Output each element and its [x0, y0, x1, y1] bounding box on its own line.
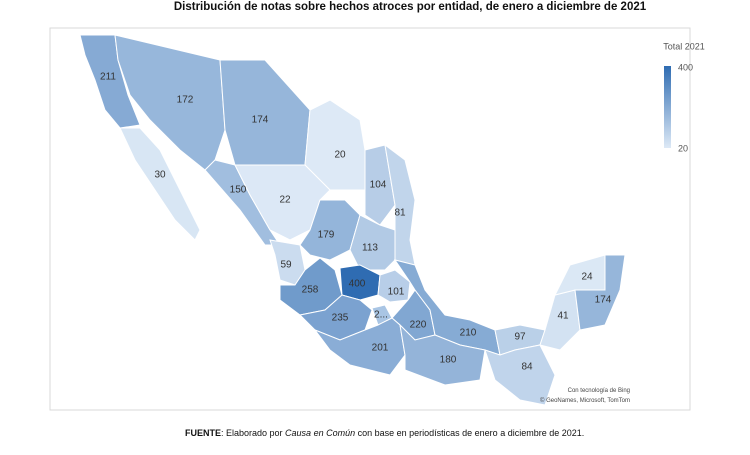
region — [399, 323, 486, 386]
credit: Con tecnología de Bing — [568, 388, 630, 394]
region-label: 59 — [280, 260, 292, 271]
legend-title: Total 2021 — [663, 41, 705, 51]
region-label: 150 — [230, 185, 247, 196]
region-label: 400 — [349, 279, 366, 290]
footer-part: con base en periodísticas de enero a dic… — [355, 428, 584, 438]
region-label: 113 — [362, 243, 378, 254]
region-label: 41 — [557, 311, 569, 322]
credit: © GeoNames, Microsoft, TomTom — [540, 397, 630, 404]
legend-gradient — [664, 66, 671, 148]
footer-part: FUENTE — [185, 428, 221, 438]
region-label: 220 — [410, 320, 427, 331]
legend-min: 20 — [678, 143, 688, 153]
regions: 211 30 172 174 20 150 22 104 81 179 113 59 258 400 101… — [79, 34, 626, 406]
region-label: 22 — [279, 195, 291, 206]
region-label: 24 — [581, 272, 593, 283]
title: Distribución de notas sobre hechos atroc… — [174, 1, 647, 13]
region-label: 180 — [440, 355, 457, 366]
footer-part: Causa en Común — [285, 428, 355, 438]
region-label: 174 — [595, 295, 612, 306]
region-label: 235 — [332, 313, 349, 324]
region-label: 174 — [252, 115, 269, 126]
region-label: 211 — [100, 72, 116, 83]
region-label: 20 — [334, 150, 346, 161]
region-label: 97 — [514, 332, 526, 343]
region — [574, 254, 626, 331]
region-label: 179 — [318, 230, 335, 241]
region-label: 81 — [394, 208, 406, 219]
region-label: 104 — [370, 180, 387, 191]
region-label: 201 — [372, 343, 389, 354]
legend-max: 400 — [678, 62, 693, 72]
region — [119, 127, 201, 241]
footer: FUENTE: Elaborado por Causa en Común con… — [185, 428, 584, 438]
region-label: 84 — [521, 362, 533, 373]
region — [349, 214, 396, 271]
region — [299, 199, 361, 261]
region-label: 210 — [460, 328, 477, 339]
region-label: 258 — [302, 285, 319, 296]
region-label: 2... — [374, 310, 388, 321]
region-label: 101 — [388, 287, 405, 298]
region-label: 172 — [177, 95, 194, 106]
region — [484, 344, 556, 406]
footer-part: : Elaborado por — [221, 428, 285, 438]
region-label: 30 — [154, 170, 166, 181]
